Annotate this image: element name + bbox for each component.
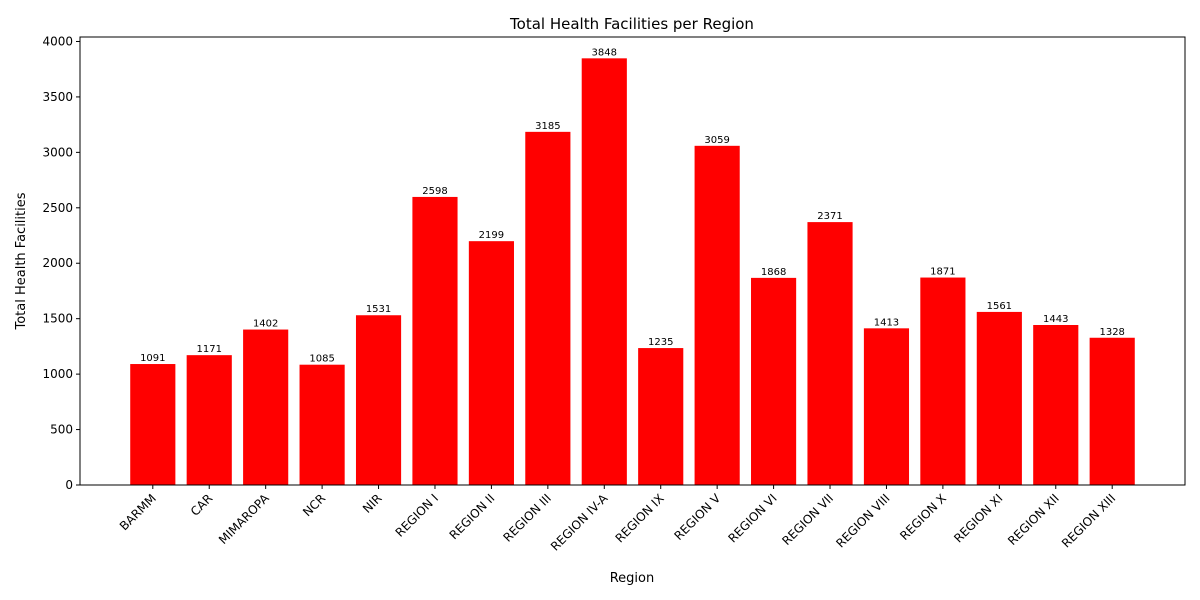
value-label: 1868 <box>761 267 786 278</box>
bar <box>468 241 514 485</box>
x-tick-label: REGION II <box>447 491 498 542</box>
x-tick-label: REGION IX <box>613 491 667 545</box>
bar <box>751 277 797 485</box>
bar <box>581 58 627 485</box>
bar <box>243 329 289 485</box>
x-tick-label: REGION V <box>672 491 724 543</box>
x-tick-label: REGION XII <box>1005 491 1062 548</box>
x-tick-label: CAR <box>188 491 216 519</box>
bar <box>186 355 232 485</box>
value-label: 1171 <box>197 344 222 355</box>
value-label: 1091 <box>140 353 165 364</box>
value-label: 2371 <box>817 211 842 222</box>
value-label: 3185 <box>535 121 560 132</box>
value-label: 1443 <box>1043 314 1068 325</box>
bar <box>863 328 910 485</box>
bar <box>412 196 458 485</box>
x-tick-label: NCR <box>300 491 328 519</box>
x-axis-label: Region <box>610 571 655 586</box>
value-label: 1085 <box>309 354 334 365</box>
y-axis-label: Total Health Facilities <box>14 192 29 330</box>
value-label: 1531 <box>366 304 391 315</box>
value-label: 2598 <box>422 186 447 197</box>
value-label: 1328 <box>1099 327 1124 338</box>
x-tick-label: NIR <box>360 491 385 516</box>
y-tick-label: 500 <box>50 423 73 437</box>
bar <box>299 364 345 485</box>
bar <box>355 315 402 485</box>
value-label: 1561 <box>987 301 1012 312</box>
bar <box>130 364 176 485</box>
bar <box>920 277 966 485</box>
value-label: 3848 <box>592 47 617 58</box>
y-tick-label: 2500 <box>42 201 73 215</box>
chart-title: Total Health Facilities per Region <box>509 15 754 33</box>
x-tick-label: BARMM <box>117 491 159 533</box>
x-tick-label: REGION X <box>897 491 949 543</box>
x-tick-label: REGION III <box>500 491 553 544</box>
x-tick-label: REGION I <box>393 491 441 539</box>
bar <box>807 222 853 485</box>
value-label: 1413 <box>874 317 899 328</box>
plot-frame <box>79 36 1186 486</box>
y-tick-label: 3500 <box>42 90 73 104</box>
bar <box>1033 325 1079 485</box>
x-tick-label: REGION IV-A <box>548 491 611 554</box>
y-tick-label: 0 <box>65 478 73 492</box>
bar <box>1089 337 1135 485</box>
value-label: 1235 <box>648 337 673 348</box>
value-label: 1871 <box>930 267 955 278</box>
x-tick-label: REGION XI <box>951 491 1005 545</box>
y-tick-label: 4000 <box>42 34 73 48</box>
x-tick-label: MIMAROPA <box>216 491 272 547</box>
value-label: 1402 <box>253 319 278 330</box>
bar <box>525 131 571 485</box>
x-tick-label: REGION VII <box>779 491 836 548</box>
bar <box>694 145 740 485</box>
y-tick-label: 2000 <box>42 256 73 270</box>
y-tick-label: 3000 <box>42 145 73 159</box>
y-tick-label: 1500 <box>42 312 73 326</box>
bar <box>638 348 684 485</box>
y-tick-label: 1000 <box>42 367 73 381</box>
x-tick-label: REGION XIII <box>1059 491 1118 550</box>
value-label: 3059 <box>704 135 729 146</box>
value-label: 2199 <box>479 230 504 241</box>
x-tick-label: REGION VIII <box>833 491 892 550</box>
bar <box>976 311 1022 485</box>
x-tick-label: REGION VI <box>725 491 779 545</box>
